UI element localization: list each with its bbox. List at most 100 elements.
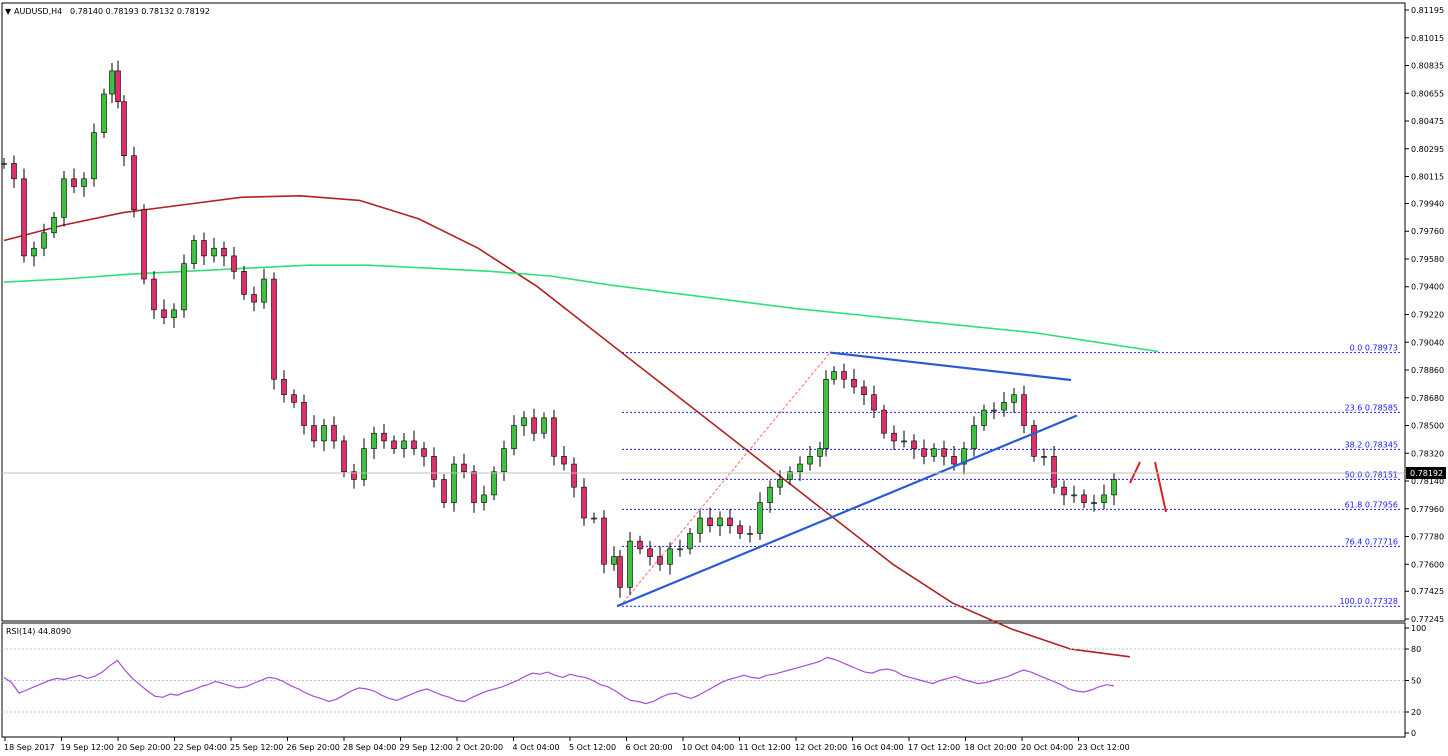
price-tick-label: 0.79760	[1411, 227, 1444, 236]
candle-body	[861, 386, 867, 395]
candle-body	[91, 132, 97, 180]
time-tick-label: 18 Sep 2017	[4, 743, 55, 752]
candle-body	[351, 471, 357, 480]
price-tick-label: 0.79400	[1411, 283, 1444, 292]
candle-body	[1101, 494, 1107, 503]
candle-body	[371, 432, 377, 449]
price-tick-label: 0.78140	[1411, 477, 1444, 486]
candle-body	[717, 517, 723, 527]
time-tick-label: 12 Oct 20:00	[795, 743, 847, 752]
candle-body	[797, 463, 803, 473]
candle-body	[1031, 425, 1037, 457]
time-tick-label: 29 Sep 12:00	[400, 743, 453, 752]
candle-body	[571, 463, 577, 488]
candle-body	[431, 456, 437, 480]
candle-body	[787, 471, 793, 480]
candle-body	[411, 440, 417, 449]
price-tick-label: 0.79580	[1411, 255, 1444, 264]
candle-body	[261, 278, 267, 303]
candle-body	[1091, 502, 1097, 504]
candle-body	[61, 178, 67, 218]
candle-body	[281, 378, 287, 395]
fib-level-label: 76.4 0.77716	[1345, 537, 1398, 546]
rsi-line	[3, 656, 1115, 705]
candle-body	[141, 209, 147, 280]
candle-body	[921, 448, 927, 457]
rsi-tick-label: 50	[1411, 677, 1421, 686]
time-tick-label: 17 Oct 12:00	[908, 743, 960, 752]
candle-body	[687, 533, 693, 550]
time-tick-label: 20 Oct 04:00	[1021, 743, 1073, 752]
candle-body	[677, 548, 683, 551]
candle-body	[1081, 494, 1087, 503]
candle-body	[707, 517, 713, 527]
moving-average-red	[3, 194, 1131, 658]
candle-body	[401, 440, 407, 449]
moving-average-green	[3, 264, 1159, 353]
candle-body	[767, 486, 773, 503]
main-panel-border	[1, 2, 1406, 622]
rsi-tick-label: 100	[1411, 624, 1426, 633]
time-tick-label: 23 Oct 12:00	[1078, 743, 1130, 752]
current-price-box	[1406, 466, 1446, 479]
candle-body	[961, 448, 967, 465]
candle-body	[747, 533, 753, 535]
candle-body	[201, 240, 207, 257]
candle-body	[231, 255, 237, 272]
rsi-indicator: 100 80 50 20 0	[2, 624, 1426, 738]
price-tick-label: 0.77780	[1411, 533, 1444, 542]
current-price-label: 0.78192	[1410, 469, 1443, 478]
symbol-caret-icon: ▼	[5, 7, 12, 16]
candle-body	[341, 440, 347, 473]
time-tick-label: 20 Sep 20:00	[117, 743, 170, 752]
time-tick-label: 18 Oct 20:00	[965, 743, 1017, 752]
candle-body	[109, 70, 115, 95]
candle-body	[871, 394, 877, 411]
price-tick-label: 0.81015	[1411, 34, 1444, 43]
price-tick-label: 0.80115	[1411, 173, 1444, 182]
fib-level-label: 100.0 0.77328	[1339, 597, 1398, 606]
candle-body	[637, 540, 643, 550]
price-tick-label: 0.80655	[1411, 89, 1444, 98]
candle-body	[727, 517, 733, 527]
candle-body	[221, 247, 227, 257]
price-tick-label: 0.79940	[1411, 199, 1444, 208]
rsi-tick-label: 20	[1411, 708, 1421, 717]
resistance-trendline	[829, 351, 1072, 382]
candle-body	[581, 486, 587, 519]
rsi-tick-label: 0	[1411, 729, 1416, 738]
candle-body	[161, 309, 167, 318]
candle-body	[115, 70, 121, 103]
price-tick-label: 0.77425	[1411, 587, 1444, 596]
time-tick-label: 16 Oct 04:00	[852, 743, 904, 752]
time-tick-label: 5 Oct 12:00	[569, 743, 616, 752]
candle-body	[491, 471, 497, 496]
time-tick-label: 2 Oct 20:00	[456, 743, 503, 752]
candle-body	[391, 440, 397, 449]
time-axis: 18 Sep 2017 19 Sep 12:00 20 Sep 20:00 22 Se…	[4, 737, 1130, 752]
candle-body	[851, 378, 857, 388]
fib-level-label: 50.0 0.78151	[1345, 470, 1398, 479]
candles	[1, 60, 1117, 598]
candle-body	[757, 502, 763, 534]
candle-body	[777, 479, 783, 488]
candle-body	[951, 456, 957, 465]
candle-body	[241, 271, 247, 295]
candle-body	[591, 517, 597, 520]
rsi-tick-label: 80	[1411, 645, 1421, 654]
candle-body	[981, 409, 987, 426]
candle-body	[627, 540, 633, 588]
candle-body	[617, 556, 623, 588]
fib-level-label: 61.8 0.77956	[1345, 500, 1398, 509]
candle-body	[21, 178, 27, 257]
candle-body	[841, 371, 847, 380]
time-tick-label: 22 Sep 04:00	[174, 743, 227, 752]
price-tick-label: 0.77245	[1411, 615, 1444, 624]
candle-body	[817, 448, 823, 457]
candle-body	[361, 448, 367, 480]
candle-body	[551, 417, 557, 457]
price-tick-label: 0.80295	[1411, 145, 1444, 154]
candle-body	[121, 101, 127, 156]
candle-body	[647, 548, 653, 557]
